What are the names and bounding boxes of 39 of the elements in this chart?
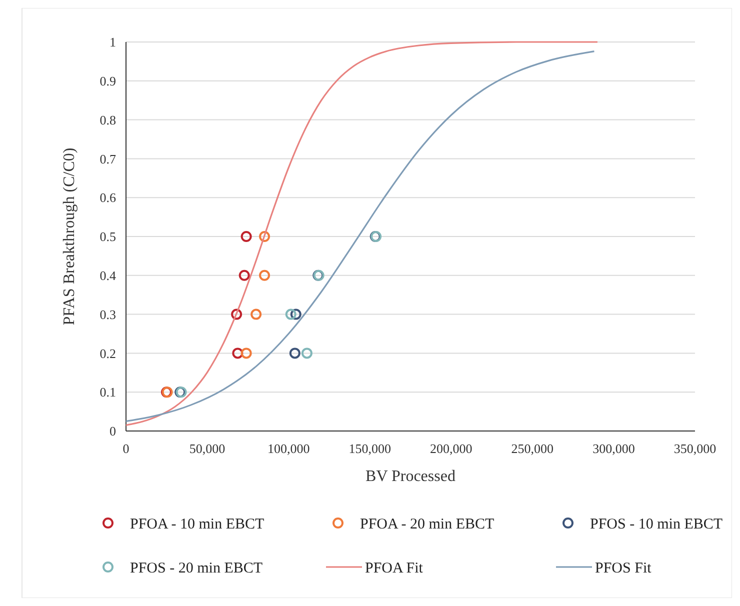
point — [285, 308, 296, 320]
point — [238, 270, 250, 281]
y-tick-label: 0.9 — [100, 73, 116, 88]
point — [240, 231, 252, 242]
x-axis-title: BV Processed — [366, 468, 456, 485]
point — [290, 308, 302, 320]
y-tick-label: 0.4 — [100, 268, 116, 283]
legend-label: PFOS - 10 min EBCT — [590, 516, 723, 532]
x-tick-label: 200,000 — [430, 441, 472, 456]
y-axis-title: PFAS Breakthrough (C/C0) — [61, 148, 78, 326]
point — [250, 308, 262, 320]
x-tick-label: 100,000 — [267, 441, 310, 456]
point — [232, 348, 244, 359]
x-tick-label: 350,000 — [674, 441, 716, 456]
x-tick-label: 0 — [122, 441, 130, 456]
x-tick-label: 300,000 — [592, 441, 635, 456]
legend-label: PFOA - 20 min EBCT — [360, 516, 494, 532]
y-tick-label: 0.5 — [100, 229, 116, 244]
x-tick-label: 50,000 — [189, 441, 226, 456]
point — [301, 348, 312, 359]
y-tick-label: 1 — [110, 34, 116, 50]
legend-label: PFOA Fit — [365, 560, 424, 576]
y-tick-label: 0.7 — [100, 151, 116, 166]
point — [259, 270, 270, 281]
y-tick-label: 0 — [110, 424, 116, 439]
y-tick-label: 0.1 — [100, 384, 116, 400]
y-tick-label: 0.3 — [100, 306, 116, 322]
point — [231, 308, 242, 320]
y-tick-label: 0.8 — [100, 112, 116, 128]
point — [289, 348, 300, 359]
y-tick-label: 0.6 — [100, 190, 116, 206]
legend-label: PFOS - 20 min EBCT — [130, 560, 263, 576]
point — [240, 348, 252, 359]
y-tick-label: 0.2 — [100, 346, 116, 361]
x-tick-label: 250,000 — [511, 441, 554, 456]
x-tick-label: 150,000 — [348, 441, 391, 456]
point — [259, 231, 270, 242]
legend-label: PFOA - 10 min EBCT — [130, 516, 264, 532]
legend-label: PFOS Fit — [595, 560, 652, 576]
